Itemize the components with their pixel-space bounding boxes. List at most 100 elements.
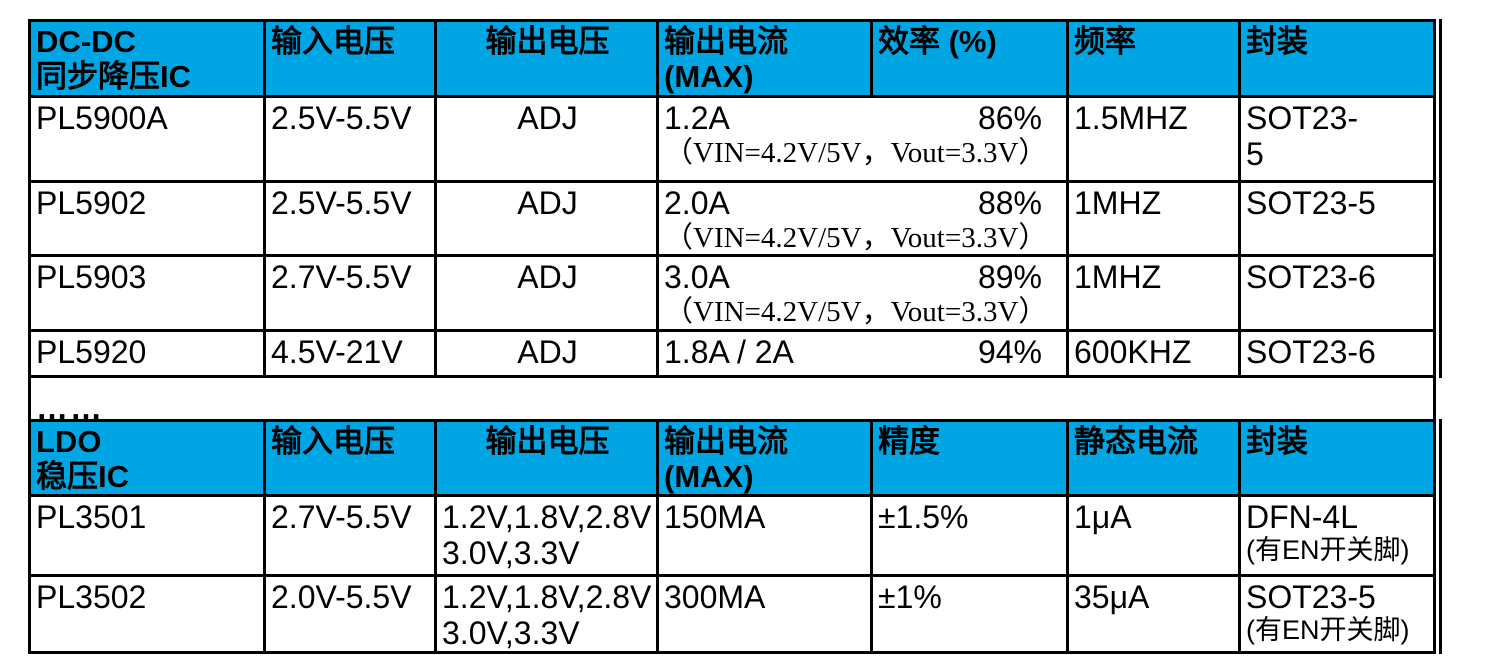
cell-input-voltage: 2.5V-5.5V: [266, 98, 437, 183]
cell-output-current: 3.0A: [664, 259, 730, 295]
cell-output-current: 1.8A / 2A: [664, 334, 794, 370]
header-package: 封装: [1241, 422, 1436, 497]
cell-efficiency: 89%: [977, 259, 1042, 295]
current-efficiency-line: 1.8A / 2A 94%: [664, 334, 1063, 370]
cell-model: PL3501: [31, 497, 266, 577]
dcdc-header-row: DC-DC 同步降压IC 输入电压 输出电压 输出电流 (MAX) 效率 (%)…: [31, 22, 1436, 98]
cell-accuracy: ±1.5%: [873, 497, 1069, 577]
output-current-max-label: (MAX): [664, 459, 754, 494]
cell-package: SOT23-6: [1241, 257, 1436, 332]
cell-model: PL3502: [31, 577, 266, 654]
cell-package: SOT23-6: [1241, 332, 1436, 378]
current-efficiency-line: 2.0A 88%: [664, 185, 1063, 221]
header-input-voltage: 输入电压: [266, 422, 437, 497]
dcdc-table-title: DC-DC 同步降压IC: [31, 22, 266, 98]
package-line2: (有EN开关脚): [1246, 615, 1410, 645]
cell-output-current: 1.2A: [664, 100, 730, 136]
ellipsis-row: ……: [28, 378, 1436, 426]
cell-model: PL5903: [31, 257, 266, 332]
cell-model: PL5900A: [31, 98, 266, 183]
header-output-current: 输出电流 (MAX): [659, 22, 873, 98]
cell-package: SOT23-5: [1241, 183, 1436, 257]
cell-frequency: 1.5MHZ: [1069, 98, 1241, 183]
ldo-title-line2: 稳压IC: [36, 459, 129, 494]
cell-quiescent-current: 35μA: [1069, 577, 1241, 654]
cell-package: SOT23-5 (有EN开关脚): [1241, 577, 1436, 654]
cell-test-condition: （VIN=4.2V/5V，Vout=3.3V）: [664, 296, 1048, 328]
header-frequency: 频率: [1069, 22, 1241, 98]
cell-input-voltage: 4.5V-21V: [266, 332, 437, 378]
cell-output-voltage: ADJ: [437, 98, 659, 183]
cell-model: PL5902: [31, 183, 266, 257]
current-efficiency-line: 3.0A 89%: [664, 259, 1063, 295]
cell-package: DFN-4L (有EN开关脚): [1241, 497, 1436, 577]
table-row: PL3501 2.7V-5.5V 1.2V,1.8V,2.8V 3.0V,3.3…: [31, 497, 1436, 577]
cell-test-condition: （VIN=4.2V/5V，Vout=3.3V）: [664, 222, 1048, 254]
header-output-current: 输出电流 (MAX): [659, 422, 873, 497]
cell-output-current: 150MA: [659, 497, 873, 577]
cell-efficiency: 86%: [977, 100, 1042, 136]
ldo-title-line1: LDO: [36, 424, 102, 459]
dcdc-title-line1: DC-DC: [36, 24, 136, 59]
cell-output-current: 300MA: [659, 577, 873, 654]
cell-input-voltage: 2.5V-5.5V: [266, 183, 437, 257]
ldo-table-wrap: LDO 稳压IC 输入电压 输出电压 输出电流 (MAX) 精度 静态电流 封装…: [28, 419, 1442, 654]
table-row: PL5900A 2.5V-5.5V ADJ 1.2A 86% （VIN=4.2V…: [31, 98, 1436, 183]
cell-current-efficiency: 1.2A 86% （VIN=4.2V/5V，Vout=3.3V）: [659, 98, 1069, 183]
dcdc-table-wrap: DC-DC 同步降压IC 输入电压 输出电压 输出电流 (MAX) 效率 (%)…: [28, 19, 1442, 378]
cell-current-efficiency: 1.8A / 2A 94%: [659, 332, 1069, 378]
cell-input-voltage: 2.0V-5.5V: [266, 577, 437, 654]
dcdc-table: DC-DC 同步降压IC 输入电压 输出电压 输出电流 (MAX) 效率 (%)…: [28, 19, 1436, 378]
table-row: PL5920 4.5V-21V ADJ 1.8A / 2A 94% 600KHZ…: [31, 332, 1436, 378]
document-area: DC-DC 同步降压IC 输入电压 输出电压 输出电流 (MAX) 效率 (%)…: [28, 19, 1442, 654]
ldo-table-title: LDO 稳压IC: [31, 422, 266, 497]
header-input-voltage: 输入电压: [266, 22, 437, 98]
package-line1: SOT23-5: [1246, 579, 1376, 615]
cell-frequency: 600KHZ: [1069, 332, 1241, 378]
ldo-header-row: LDO 稳压IC 输入电压 输出电压 输出电流 (MAX) 精度 静态电流 封装: [31, 422, 1436, 497]
table-row: PL5903 2.7V-5.5V ADJ 3.0A 89% （VIN=4.2V/…: [31, 257, 1436, 332]
output-voltage-line1: 1.2V,1.8V,2.8V: [442, 579, 652, 615]
cell-frequency: 1MHZ: [1069, 257, 1241, 332]
package-line1: SOT23-6: [1246, 259, 1376, 295]
cell-output-voltage: 1.2V,1.8V,2.8V 3.0V,3.3V: [437, 577, 659, 654]
package-line1: SOT23-: [1246, 100, 1359, 136]
cell-output-voltage: ADJ: [437, 257, 659, 332]
header-quiescent-current: 静态电流: [1069, 422, 1241, 497]
current-efficiency-line: 1.2A 86%: [664, 100, 1063, 136]
package-line1: SOT23-6: [1246, 334, 1376, 370]
output-current-label: 输出电流: [664, 24, 788, 59]
header-efficiency: 效率 (%): [873, 22, 1069, 98]
cell-accuracy: ±1%: [873, 577, 1069, 654]
output-voltage-line1: 1.2V,1.8V,2.8V: [442, 499, 652, 535]
ellipsis-text: ……: [36, 390, 104, 426]
ldo-table: LDO 稳压IC 输入电压 输出电压 输出电流 (MAX) 精度 静态电流 封装…: [28, 419, 1436, 654]
package-line2: (有EN开关脚): [1246, 535, 1410, 565]
table-row: PL5902 2.5V-5.5V ADJ 2.0A 88% （VIN=4.2V/…: [31, 183, 1436, 257]
cell-current-efficiency: 3.0A 89% （VIN=4.2V/5V，Vout=3.3V）: [659, 257, 1069, 332]
cell-model: PL5920: [31, 332, 266, 378]
output-voltage-line2: 3.0V,3.3V: [442, 615, 580, 651]
output-current-max-label: (MAX): [664, 59, 754, 94]
dcdc-title-line2: 同步降压IC: [36, 59, 191, 94]
output-current-label: 输出电流: [664, 424, 788, 459]
package-line2: 5: [1246, 136, 1264, 172]
cell-output-voltage: ADJ: [437, 183, 659, 257]
cell-frequency: 1MHZ: [1069, 183, 1241, 257]
cell-efficiency: 88%: [977, 185, 1042, 221]
table-row: PL3502 2.0V-5.5V 1.2V,1.8V,2.8V 3.0V,3.3…: [31, 577, 1436, 654]
package-line1: SOT23-5: [1246, 185, 1376, 221]
cell-input-voltage: 2.7V-5.5V: [266, 257, 437, 332]
header-accuracy: 精度: [873, 422, 1069, 497]
header-output-voltage: 输出电压: [437, 22, 659, 98]
cell-input-voltage: 2.7V-5.5V: [266, 497, 437, 577]
cell-current-efficiency: 2.0A 88% （VIN=4.2V/5V，Vout=3.3V）: [659, 183, 1069, 257]
cell-test-condition: （VIN=4.2V/5V，Vout=3.3V）: [664, 137, 1048, 169]
header-output-voltage: 输出电压: [437, 422, 659, 497]
cell-output-current: 2.0A: [664, 185, 730, 221]
cell-efficiency: 94%: [977, 334, 1042, 370]
output-voltage-line2: 3.0V,3.3V: [442, 535, 580, 571]
package-line1: DFN-4L: [1246, 499, 1359, 535]
cell-output-voltage: 1.2V,1.8V,2.8V 3.0V,3.3V: [437, 497, 659, 577]
cell-output-voltage: ADJ: [437, 332, 659, 378]
